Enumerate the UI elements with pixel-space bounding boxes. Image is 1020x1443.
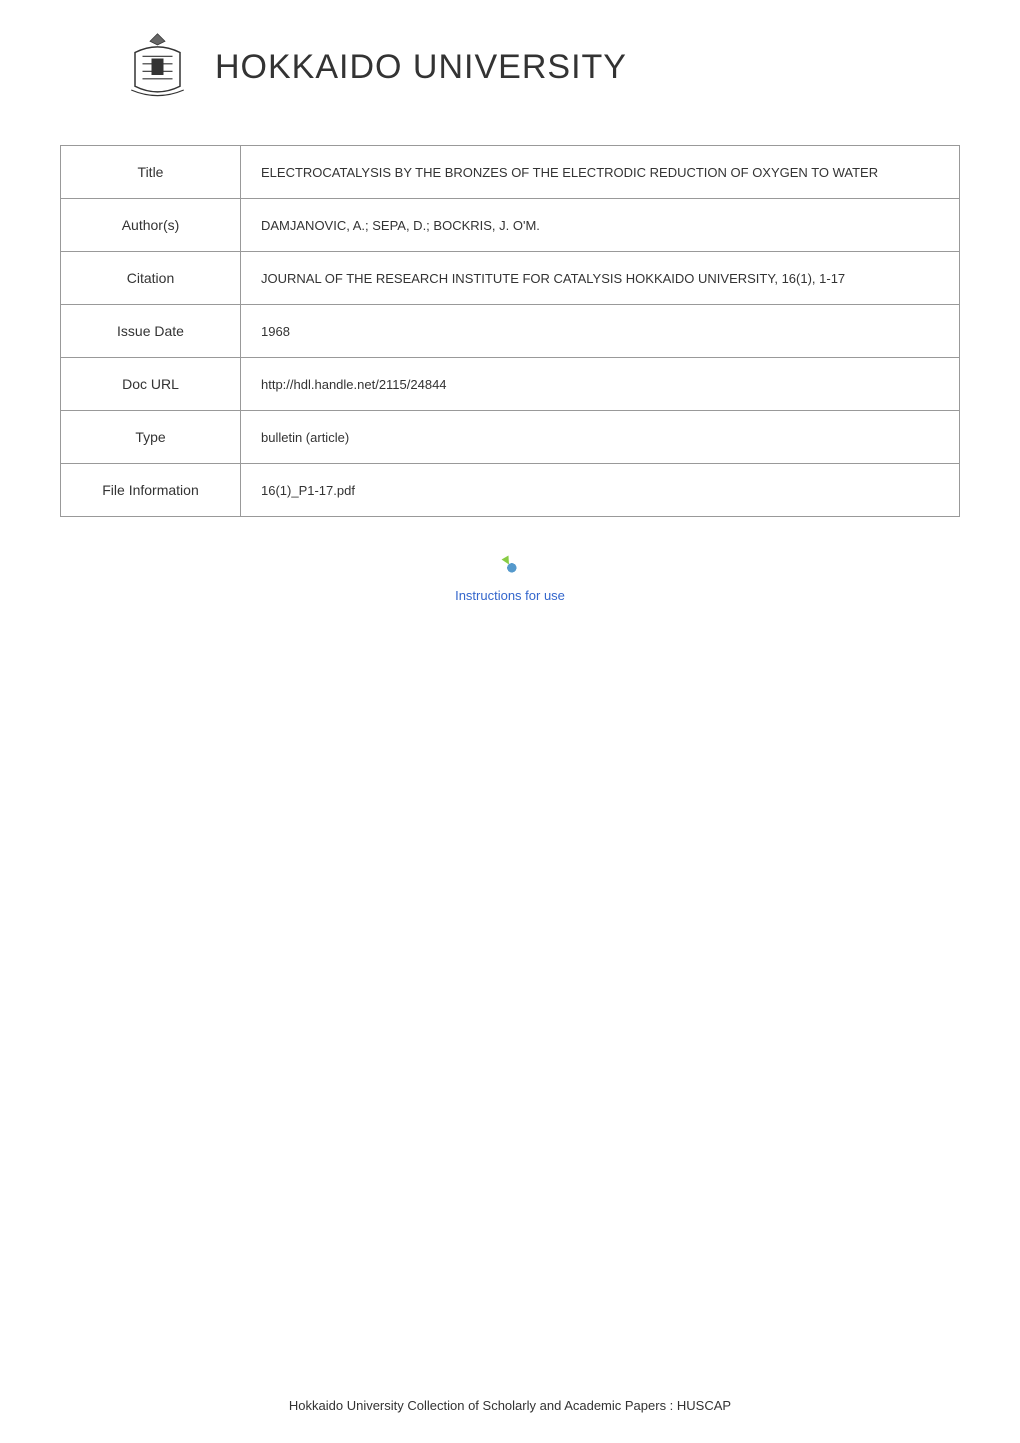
page-footer: Hokkaido University Collection of Schola… [0,1398,1020,1413]
instructions-section: Instructions for use [0,557,1020,603]
table-row: File Information 16(1)_P1-17.pdf [61,464,960,517]
metadata-value-title: ELECTROCATALYSIS BY THE BRONZES OF THE E… [241,146,960,199]
metadata-value-type: bulletin (article) [241,411,960,464]
metadata-label-type: Type [61,411,241,464]
metadata-label-issuedate: Issue Date [61,305,241,358]
table-row: Author(s) DAMJANOVIC, A.; SEPA, D.; BOCK… [61,199,960,252]
metadata-table: Title ELECTROCATALYSIS BY THE BRONZES OF… [60,145,960,517]
university-name: HOKKAIDO UNIVERSITY [215,48,627,87]
university-logo [120,30,195,105]
metadata-label-citation: Citation [61,252,241,305]
download-arrow-icon [501,557,519,575]
metadata-value-issuedate: 1968 [241,305,960,358]
metadata-label-authors: Author(s) [61,199,241,252]
metadata-table-body: Title ELECTROCATALYSIS BY THE BRONZES OF… [61,146,960,517]
metadata-value-citation: JOURNAL OF THE RESEARCH INSTITUTE FOR CA… [241,252,960,305]
metadata-value-authors: DAMJANOVIC, A.; SEPA, D.; BOCKRIS, J. O'… [241,199,960,252]
table-row: Doc URL http://hdl.handle.net/2115/24844 [61,358,960,411]
table-row: Type bulletin (article) [61,411,960,464]
metadata-label-docurl: Doc URL [61,358,241,411]
metadata-value-fileinfo: 16(1)_P1-17.pdf [241,464,960,517]
table-row: Title ELECTROCATALYSIS BY THE BRONZES OF… [61,146,960,199]
table-row: Citation JOURNAL OF THE RESEARCH INSTITU… [61,252,960,305]
metadata-value-docurl: http://hdl.handle.net/2115/24844 [241,358,960,411]
instructions-link[interactable]: Instructions for use [0,588,1020,603]
metadata-label-fileinfo: File Information [61,464,241,517]
table-row: Issue Date 1968 [61,305,960,358]
metadata-label-title: Title [61,146,241,199]
page-header: HOKKAIDO UNIVERSITY [0,0,1020,125]
